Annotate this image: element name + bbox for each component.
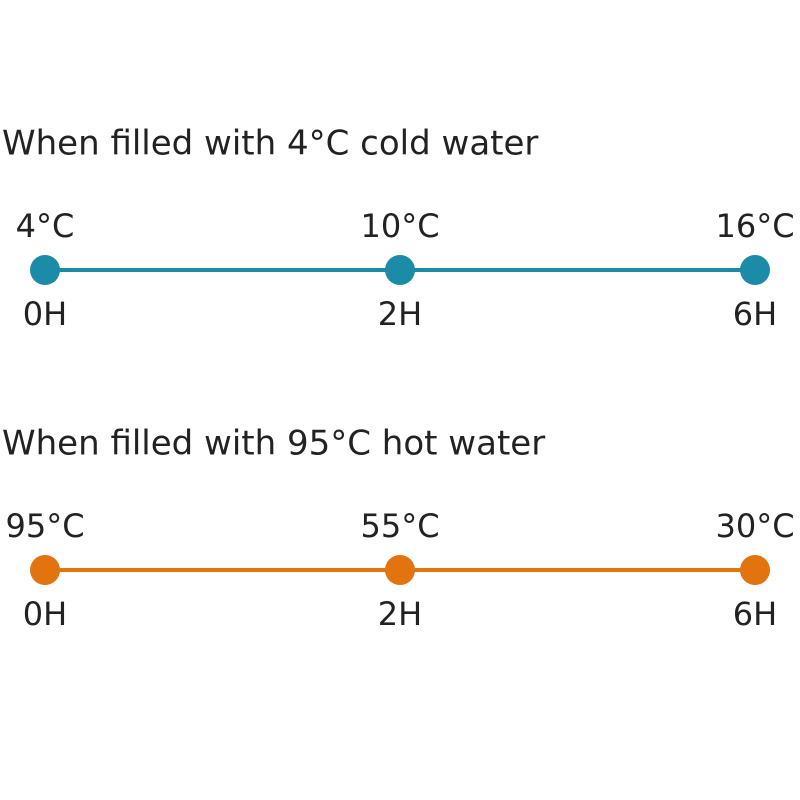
- timeline: When filled with 95°C hot water 95°C 0H 55°…: [2, 424, 795, 634]
- timeline-dot: [740, 555, 770, 585]
- temperature-label: 16°C: [715, 207, 794, 245]
- timeline-dot: [740, 255, 770, 285]
- timeline-dot: [385, 255, 415, 285]
- timeline-dot: [385, 555, 415, 585]
- time-label: 0H: [23, 595, 67, 633]
- temperature-label: 55°C: [360, 507, 439, 545]
- timeline-title: When filled with 95°C hot water: [2, 424, 545, 464]
- time-label: 0H: [23, 295, 67, 333]
- temperature-label: 4°C: [16, 207, 75, 245]
- time-label: 2H: [378, 295, 422, 333]
- time-label: 6H: [733, 295, 777, 333]
- temperature-label: 95°C: [5, 507, 84, 545]
- temperature-label: 30°C: [715, 507, 794, 545]
- timeline-dot: [30, 555, 60, 585]
- temperature-label: 10°C: [360, 207, 439, 245]
- time-label: 2H: [378, 595, 422, 633]
- timeline: When filled with 4°C cold water 4°C 0H 10°C…: [2, 124, 795, 334]
- timeline-dot: [30, 255, 60, 285]
- timeline-title: When filled with 4°C cold water: [2, 124, 538, 164]
- time-label: 6H: [733, 595, 777, 633]
